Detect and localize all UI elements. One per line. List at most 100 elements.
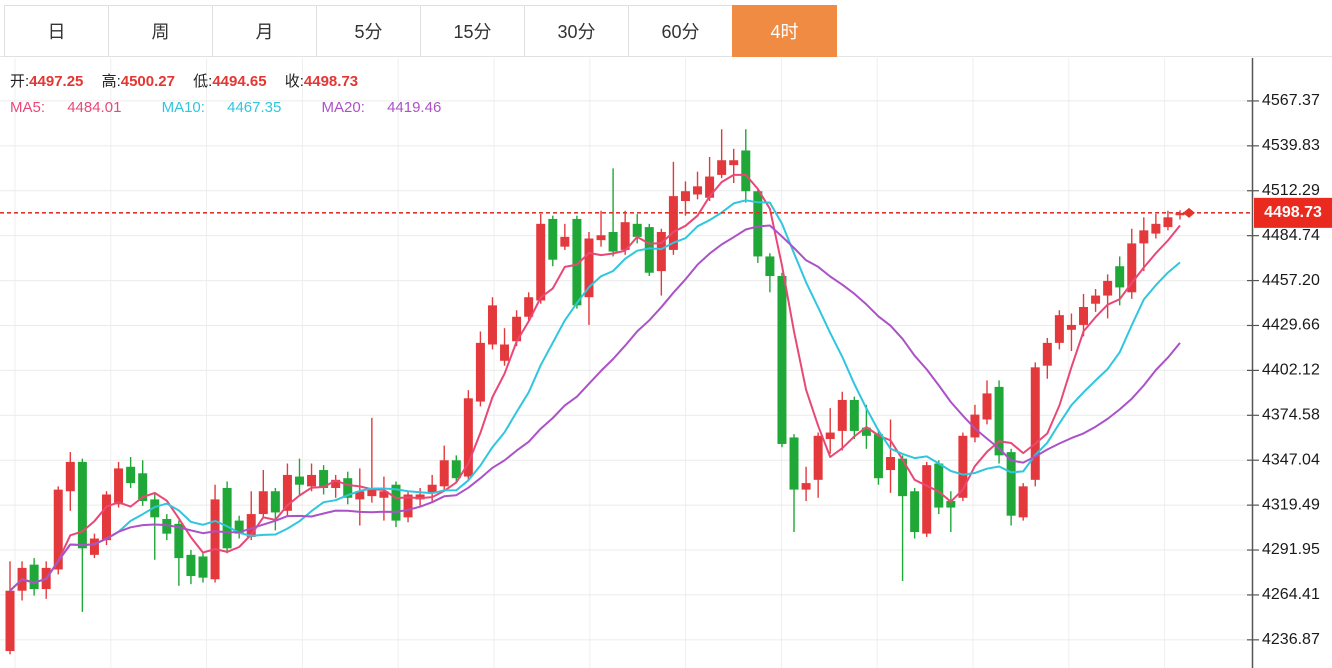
candle[interactable]: [560, 236, 570, 247]
candle[interactable]: [210, 499, 220, 580]
candle[interactable]: [29, 564, 39, 590]
candle[interactable]: [1115, 266, 1125, 288]
candle[interactable]: [391, 484, 401, 521]
candle[interactable]: [1042, 342, 1052, 366]
candle[interactable]: [705, 176, 715, 198]
candle[interactable]: [367, 489, 377, 497]
candle[interactable]: [1066, 324, 1076, 330]
candle[interactable]: [536, 223, 546, 301]
candle[interactable]: [174, 523, 184, 559]
candle[interactable]: [65, 461, 75, 492]
tab-month[interactable]: 月: [212, 5, 317, 57]
candle[interactable]: [717, 160, 727, 175]
candle[interactable]: [1091, 295, 1101, 304]
candle[interactable]: [258, 491, 268, 515]
candle[interactable]: [886, 457, 896, 471]
candle[interactable]: [524, 297, 534, 317]
candle[interactable]: [162, 518, 172, 534]
candle[interactable]: [753, 191, 763, 257]
candle[interactable]: [1103, 280, 1113, 296]
candle[interactable]: [596, 235, 606, 241]
candle[interactable]: [644, 227, 654, 273]
candle[interactable]: [1006, 452, 1016, 516]
candle[interactable]: [294, 476, 304, 485]
tab-week[interactable]: 周: [108, 5, 213, 57]
candle[interactable]: [246, 514, 256, 537]
candle[interactable]: [680, 191, 690, 202]
candle[interactable]: [53, 489, 63, 570]
candle[interactable]: [729, 160, 739, 166]
candle[interactable]: [222, 487, 232, 549]
candle[interactable]: [512, 316, 522, 342]
tab-60min[interactable]: 60分: [628, 5, 733, 57]
candle[interactable]: [126, 466, 136, 484]
candle[interactable]: [403, 494, 413, 518]
candle[interactable]: [922, 465, 932, 534]
candle[interactable]: [584, 238, 594, 298]
candle[interactable]: [656, 231, 666, 272]
candle[interactable]: [849, 399, 859, 431]
candle[interactable]: [270, 491, 280, 513]
candle[interactable]: [982, 393, 992, 420]
candle[interactable]: [415, 494, 425, 500]
candle[interactable]: [668, 196, 678, 250]
candle[interactable]: [910, 491, 920, 533]
candle[interactable]: [487, 305, 497, 345]
candle[interactable]: [873, 434, 883, 479]
candle[interactable]: [958, 435, 968, 498]
tab-5min[interactable]: 5分: [316, 5, 421, 57]
candle[interactable]: [282, 474, 292, 511]
candle[interactable]: [693, 186, 703, 195]
candle[interactable]: [861, 427, 871, 436]
candle[interactable]: [1030, 367, 1040, 480]
candle[interactable]: [801, 483, 811, 490]
candle[interactable]: [777, 276, 787, 444]
candle[interactable]: [898, 458, 908, 497]
tab-30min[interactable]: 30分: [524, 5, 629, 57]
candle[interactable]: [234, 520, 244, 534]
candle[interactable]: [138, 473, 148, 502]
candle[interactable]: [741, 150, 751, 192]
candle[interactable]: [837, 399, 847, 431]
candle[interactable]: [1139, 230, 1149, 244]
candle[interactable]: [101, 494, 111, 541]
candle[interactable]: [307, 474, 317, 487]
candle[interactable]: [572, 218, 582, 306]
candle[interactable]: [500, 344, 510, 361]
candle[interactable]: [89, 538, 99, 555]
candle[interactable]: [439, 460, 449, 487]
candle[interactable]: [632, 223, 642, 237]
candle[interactable]: [355, 491, 365, 500]
candle[interactable]: [198, 556, 208, 578]
tab-4hour[interactable]: 4时: [732, 5, 837, 57]
candle[interactable]: [475, 342, 485, 402]
candle[interactable]: [77, 461, 87, 549]
candle[interactable]: [970, 414, 980, 438]
candle[interactable]: [934, 463, 944, 508]
candle[interactable]: [608, 231, 618, 252]
candle[interactable]: [114, 468, 124, 505]
candle[interactable]: [1018, 486, 1028, 518]
candle[interactable]: [1163, 217, 1173, 228]
candle[interactable]: [765, 256, 775, 277]
candle[interactable]: [620, 222, 630, 250]
candle[interactable]: [463, 398, 473, 477]
candle[interactable]: [1175, 212, 1185, 216]
candle[interactable]: [548, 218, 558, 260]
candle[interactable]: [946, 501, 956, 508]
candle[interactable]: [186, 554, 196, 577]
candle[interactable]: [331, 479, 341, 488]
candle[interactable]: [994, 386, 1004, 456]
candle[interactable]: [789, 437, 799, 490]
candle[interactable]: [343, 478, 353, 498]
tab-day[interactable]: 日: [4, 5, 109, 57]
candle[interactable]: [150, 499, 160, 518]
candle[interactable]: [319, 470, 329, 488]
candle[interactable]: [1054, 315, 1064, 343]
tab-15min[interactable]: 15分: [420, 5, 525, 57]
candle[interactable]: [1079, 306, 1089, 325]
candle[interactable]: [451, 460, 461, 479]
candle[interactable]: [825, 432, 835, 440]
candle[interactable]: [379, 491, 389, 498]
